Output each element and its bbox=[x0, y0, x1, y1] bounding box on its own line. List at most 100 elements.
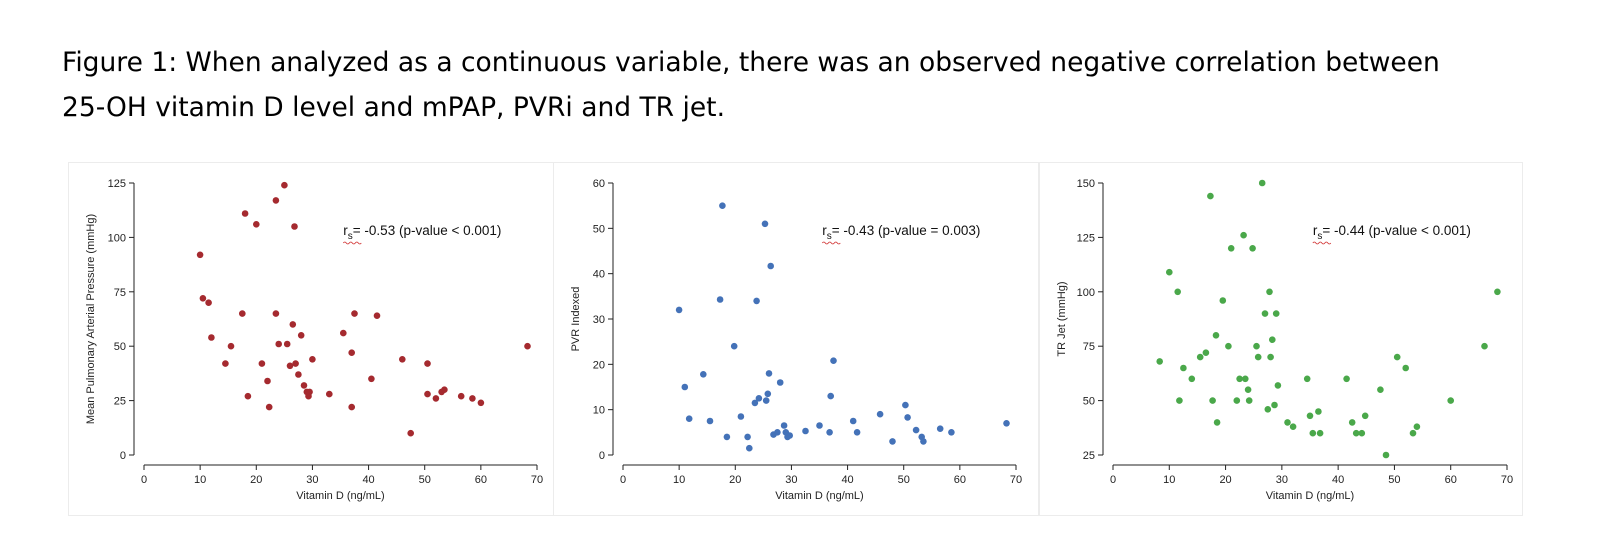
data-point bbox=[1352, 429, 1360, 437]
x-tick-label: 50 bbox=[1388, 474, 1400, 486]
x-axis-label: Vitamin D (ng/mL) bbox=[775, 490, 863, 502]
data-point bbox=[300, 382, 308, 389]
data-point bbox=[1209, 397, 1216, 404]
data-point bbox=[1309, 429, 1317, 437]
annotation-r: r bbox=[1313, 223, 1318, 238]
data-point bbox=[767, 262, 774, 270]
data-point bbox=[239, 310, 246, 317]
y-tick-label: 0 bbox=[599, 450, 605, 462]
data-point bbox=[700, 371, 707, 378]
y-tick-label: 150 bbox=[1077, 178, 1095, 190]
data-point bbox=[1348, 419, 1356, 426]
data-point bbox=[348, 349, 356, 356]
annotation-r: r bbox=[343, 223, 348, 238]
data-point bbox=[1156, 358, 1163, 365]
data-point bbox=[1269, 336, 1276, 343]
x-tick-label: 40 bbox=[1332, 474, 1344, 486]
data-point bbox=[920, 438, 927, 445]
data-point bbox=[1413, 423, 1421, 431]
x-tick-label: 40 bbox=[841, 474, 853, 486]
data-point bbox=[264, 377, 271, 385]
y-tick-label: 30 bbox=[593, 314, 605, 326]
data-point bbox=[424, 360, 431, 367]
data-point bbox=[222, 360, 229, 367]
data-point bbox=[272, 310, 280, 317]
y-tick-label: 75 bbox=[114, 287, 126, 299]
spellcheck-underline bbox=[1312, 241, 1332, 245]
data-point bbox=[1303, 375, 1311, 383]
annotation-text: = -0.43 (p-value = 0.003) bbox=[832, 223, 981, 238]
data-point bbox=[272, 197, 280, 204]
data-point bbox=[199, 295, 207, 302]
x-tick-label: 0 bbox=[141, 474, 147, 486]
data-point bbox=[830, 357, 837, 364]
x-tick-label: 10 bbox=[1163, 474, 1175, 486]
x-tick-label: 40 bbox=[362, 474, 374, 486]
y-tick-label: 100 bbox=[1077, 287, 1095, 299]
data-point bbox=[253, 221, 260, 228]
data-point bbox=[1267, 353, 1274, 361]
data-point bbox=[1233, 397, 1241, 404]
data-point bbox=[340, 329, 347, 337]
y-tick-label: 40 bbox=[593, 269, 605, 281]
data-point bbox=[776, 379, 784, 386]
chart-panel-tr-jet: 0 10 20 30 40 50 60 70 25 50 75 100 125 150 Vitamin D … bbox=[1039, 162, 1523, 516]
data-point bbox=[1244, 386, 1252, 393]
y-tick-label: 75 bbox=[1083, 341, 1095, 353]
data-point bbox=[399, 356, 406, 363]
chart-panel-mpap: 0 10 20 30 40 50 60 70 0 25 50 75 100 125 Vitamin D (n… bbox=[68, 162, 554, 516]
caption-line-2: 25-OH vitamin D level and mPAP, PVRi and… bbox=[62, 92, 725, 123]
data-point bbox=[407, 429, 415, 437]
y-tick-label: 50 bbox=[593, 223, 605, 235]
data-point bbox=[424, 390, 431, 398]
y-tick-label: 0 bbox=[120, 450, 126, 462]
data-point bbox=[265, 403, 273, 411]
x-tick-label: 10 bbox=[673, 474, 685, 486]
data-point bbox=[368, 375, 375, 383]
x-tick-label: 60 bbox=[475, 474, 487, 486]
data-point bbox=[1188, 375, 1196, 383]
data-point bbox=[286, 362, 294, 370]
x-tick-label: 70 bbox=[1010, 474, 1022, 486]
data-point bbox=[1207, 192, 1214, 200]
data-point bbox=[1306, 412, 1314, 420]
x-tick-label: 30 bbox=[785, 474, 797, 486]
data-point bbox=[1176, 397, 1183, 404]
annotation-text: = -0.53 (p-value < 0.001) bbox=[353, 223, 502, 238]
data-point bbox=[1242, 375, 1249, 383]
data-point bbox=[1343, 375, 1350, 383]
data-point bbox=[1003, 420, 1010, 427]
y-axis-label: TR Jet (mmHg) bbox=[1056, 281, 1068, 356]
data-point bbox=[1272, 310, 1280, 317]
y-tick-label: 25 bbox=[114, 396, 126, 408]
data-point bbox=[1261, 310, 1269, 317]
data-point bbox=[786, 432, 793, 439]
data-point bbox=[774, 429, 781, 436]
data-point bbox=[326, 390, 333, 398]
caption-line-1: Figure 1: When analyzed as a continuous … bbox=[62, 47, 1440, 78]
data-point bbox=[205, 299, 212, 306]
data-point bbox=[827, 392, 834, 400]
x-tick-label: 20 bbox=[1219, 474, 1231, 486]
data-point bbox=[1180, 364, 1187, 372]
x-tick-label: 30 bbox=[1276, 474, 1288, 486]
data-point bbox=[1284, 419, 1291, 426]
data-point bbox=[744, 433, 751, 441]
data-point bbox=[295, 371, 302, 378]
data-point bbox=[936, 425, 944, 433]
data-point bbox=[1409, 429, 1417, 437]
data-point bbox=[208, 334, 215, 341]
x-tick-label: 0 bbox=[1110, 474, 1116, 486]
data-point bbox=[876, 410, 884, 418]
spellcheck-underline bbox=[821, 241, 841, 245]
figure-caption: Figure 1: When analyzed as a continuous … bbox=[62, 40, 1562, 130]
data-point bbox=[1225, 342, 1232, 350]
x-tick-label: 50 bbox=[898, 474, 910, 486]
y-tick-label: 60 bbox=[593, 178, 605, 190]
annotation-subscript: s bbox=[348, 231, 353, 242]
data-point bbox=[764, 390, 772, 398]
data-point bbox=[348, 403, 356, 411]
data-point bbox=[258, 360, 266, 367]
data-point bbox=[716, 296, 724, 303]
data-point bbox=[1219, 297, 1227, 304]
